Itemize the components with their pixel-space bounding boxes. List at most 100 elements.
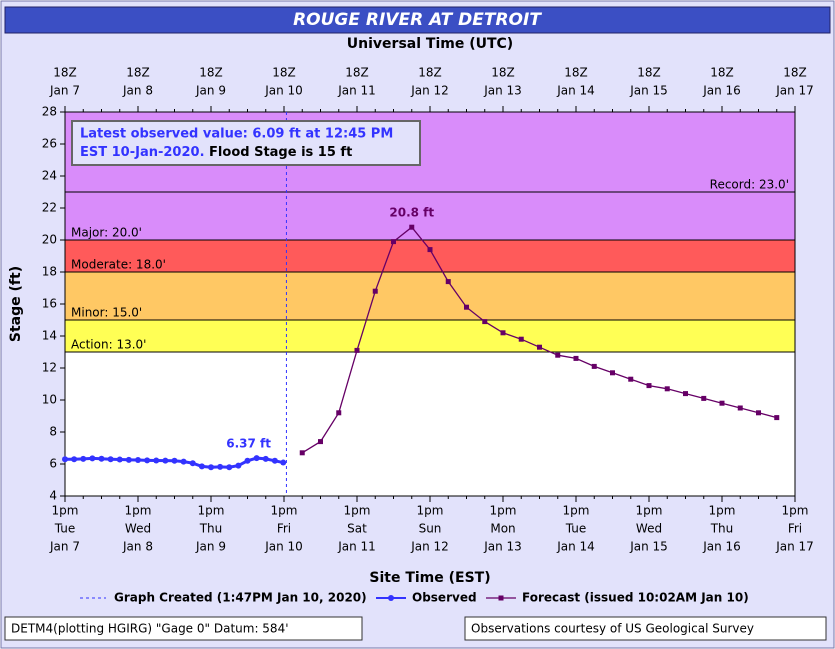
- observed-point: [208, 464, 214, 471]
- x-tick-label: 1pm: [709, 504, 736, 518]
- x-tick-label: Jan 7: [49, 540, 80, 554]
- x2-tick-label: 18Z: [272, 66, 296, 80]
- forecast-point: [518, 336, 524, 342]
- flood-label: Minor: 15.0': [71, 306, 142, 320]
- legend-label: Graph Created (1:47PM Jan 10, 2020): [114, 591, 367, 605]
- x-tick-label: 1pm: [490, 504, 517, 518]
- x-tick-label: Fri: [277, 522, 291, 536]
- x-tick-label: 1pm: [344, 504, 371, 518]
- x-tick-label: Mon: [490, 522, 515, 536]
- observed-point: [107, 456, 114, 463]
- forecast-point: [683, 391, 688, 397]
- x2-tick-label: 18Z: [491, 66, 515, 80]
- x-tick-label: 1pm: [125, 504, 152, 518]
- x-tick-label: Jan 10: [264, 540, 303, 554]
- x-tick-label: Wed: [636, 522, 662, 536]
- x2-tick-label: Jan 14: [556, 84, 595, 98]
- observed-point: [62, 456, 68, 463]
- y-tick-label: 16: [42, 297, 57, 311]
- x2-tick-label: 18Z: [564, 66, 588, 80]
- info-text: EST 10-Jan-2020. Flood Stage is 15 ft: [80, 145, 352, 160]
- y-tick-label: 4: [49, 489, 57, 503]
- x-axis-label: Site Time (EST): [369, 570, 490, 586]
- flood-band: [65, 320, 795, 352]
- x2-tick-label: 18Z: [53, 66, 77, 80]
- observed-point: [144, 457, 151, 464]
- x-tick-label: Sat: [347, 522, 367, 536]
- flood-band: [65, 272, 795, 320]
- max-label: 6.37 ft: [226, 437, 271, 451]
- x2-tick-label: Jan 12: [410, 84, 449, 98]
- forecast-point: [719, 400, 725, 406]
- forecast-point: [464, 304, 469, 310]
- forecast-point: [537, 344, 542, 350]
- info-text: EST 10-Jan-2020.: [80, 145, 205, 160]
- forecast-point: [573, 355, 579, 361]
- x2-tick-label: Jan 16: [702, 84, 741, 98]
- forecast-point: [628, 376, 634, 382]
- forecast-point: [664, 386, 670, 392]
- flood-label: Major: 20.0': [71, 226, 142, 240]
- x-tick-label: Sun: [419, 522, 442, 536]
- forecast-point: [500, 330, 506, 336]
- forecast-point: [409, 224, 415, 230]
- x-tick-label: Tue: [54, 522, 76, 536]
- x-tick-label: 1pm: [782, 504, 809, 518]
- title-bar: [4, 6, 831, 34]
- x-tick-label: Jan 12: [410, 540, 449, 554]
- observed-point: [125, 456, 132, 463]
- x2-tick-label: 18Z: [418, 66, 442, 80]
- forecast-point: [445, 279, 451, 285]
- observed-point: [180, 458, 187, 465]
- record-label: Record: 23.0': [710, 178, 789, 192]
- x-tick-label: 1pm: [52, 504, 79, 518]
- y-tick-label: 8: [49, 425, 57, 439]
- info-box: [71, 120, 421, 166]
- x-tick-label: Fri: [788, 522, 802, 536]
- x-tick-label: Jan 13: [483, 540, 522, 554]
- x-tick-label: 1pm: [417, 504, 444, 518]
- forecast-point: [737, 405, 743, 411]
- observed-point: [153, 457, 160, 464]
- x-tick-label: 1pm: [198, 504, 225, 518]
- flood-band: [65, 240, 795, 272]
- x-tick-label: Wed: [125, 522, 151, 536]
- forecast-point: [555, 352, 561, 358]
- observed-point: [271, 457, 278, 464]
- x2-tick-label: Jan 7: [49, 84, 80, 98]
- forecast-point: [354, 347, 360, 353]
- x2-tick-label: 18Z: [199, 66, 223, 80]
- footer-left: DETM4(plotting HGIRG) "Gage 0" Datum: 58…: [11, 622, 289, 636]
- x2-tick-label: Jan 10: [264, 84, 303, 98]
- y-tick-label: 22: [42, 201, 57, 215]
- observed-point: [280, 459, 287, 466]
- x-tick-label: Jan 16: [702, 540, 741, 554]
- x2-tick-label: Jan 17: [775, 84, 814, 98]
- x2-tick-label: Jan 11: [337, 84, 376, 98]
- observed-point: [235, 462, 242, 469]
- x2-tick-label: Jan 15: [629, 84, 668, 98]
- flood-label: Action: 13.0': [71, 338, 146, 352]
- forecast-point: [591, 363, 597, 369]
- legend-marker: [498, 595, 504, 601]
- y-tick-label: 10: [42, 393, 57, 407]
- x2-tick-label: 18Z: [637, 66, 661, 80]
- observed-point: [171, 457, 178, 464]
- footer-box: [464, 616, 827, 641]
- y-tick-label: 14: [42, 329, 57, 343]
- chart-title: ROUGE RIVER AT DETROIT: [293, 10, 542, 30]
- observed-point: [89, 455, 96, 462]
- flood-label: Moderate: 18.0': [71, 258, 166, 272]
- x-tick-label: 1pm: [563, 504, 590, 518]
- y-axis-label: Stage (ft): [8, 266, 24, 342]
- footer-right: Observations courtesy of US Geological S…: [471, 622, 754, 636]
- observed-point: [262, 455, 269, 462]
- forecast-point: [372, 288, 378, 294]
- observed-point: [162, 457, 169, 464]
- forecast-point: [427, 247, 433, 253]
- x-tick-label: Jan 9: [195, 540, 226, 554]
- x-tick-label: Jan 8: [122, 540, 153, 554]
- y-tick-label: 26: [42, 137, 57, 151]
- y-tick-label: 28: [42, 105, 57, 119]
